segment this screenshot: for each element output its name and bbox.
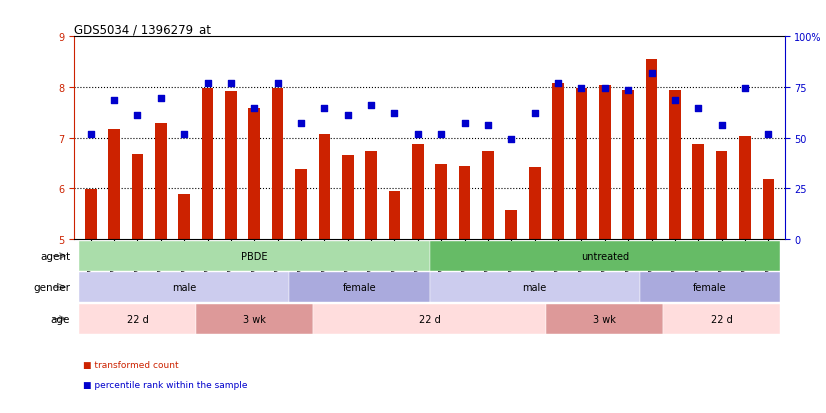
Bar	[295, 170, 306, 240]
Bar	[599, 86, 610, 240]
Bar	[272, 89, 283, 240]
Point	[271, 81, 284, 87]
Point	[388, 111, 401, 117]
Bar	[716, 152, 728, 240]
Bar	[622, 90, 634, 240]
Point	[715, 122, 729, 129]
Bar	[196, 304, 313, 334]
Bar	[553, 84, 564, 240]
Bar	[430, 241, 780, 271]
Text: 22 d: 22 d	[710, 314, 733, 324]
Point	[364, 102, 377, 109]
Bar	[79, 241, 430, 271]
Point	[107, 97, 121, 104]
Bar	[85, 190, 97, 240]
Bar	[692, 145, 704, 240]
Bar	[576, 89, 587, 240]
Point	[482, 122, 495, 129]
Text: untreated: untreated	[581, 251, 629, 261]
Point	[154, 95, 168, 102]
Text: 22 d: 22 d	[419, 314, 440, 324]
Point	[341, 112, 354, 119]
Point	[528, 111, 541, 117]
Point	[411, 131, 425, 138]
Bar	[546, 304, 663, 334]
Bar	[313, 304, 546, 334]
Bar	[663, 304, 780, 334]
Point	[434, 131, 448, 138]
Bar	[319, 134, 330, 240]
Bar	[506, 210, 517, 240]
Point	[621, 87, 634, 94]
Text: gender: gender	[33, 282, 70, 292]
Text: female: female	[693, 282, 727, 292]
Bar	[108, 129, 120, 240]
Bar	[342, 156, 354, 240]
Text: PBDE: PBDE	[241, 251, 268, 261]
Point	[505, 136, 518, 142]
Text: age: age	[51, 314, 70, 324]
Text: male: male	[172, 282, 197, 292]
Bar	[155, 124, 167, 240]
Text: 3 wk: 3 wk	[243, 314, 266, 324]
Point	[738, 85, 752, 92]
Point	[691, 106, 705, 112]
Bar	[249, 109, 260, 240]
Bar	[365, 152, 377, 240]
Bar	[178, 195, 190, 240]
Point	[225, 81, 238, 87]
Point	[178, 131, 191, 138]
Bar	[646, 60, 657, 240]
Point	[552, 81, 565, 87]
Point	[458, 121, 471, 128]
Bar	[669, 90, 681, 240]
Text: ■ percentile rank within the sample: ■ percentile rank within the sample	[83, 380, 247, 389]
Bar	[640, 273, 780, 302]
Bar	[79, 304, 196, 334]
Text: agent: agent	[40, 251, 70, 261]
Point	[762, 131, 775, 138]
Text: 3 wk: 3 wk	[593, 314, 616, 324]
Bar	[529, 167, 540, 240]
Bar	[79, 273, 289, 302]
Bar	[202, 89, 213, 240]
Bar	[458, 166, 471, 240]
Point	[318, 106, 331, 112]
Bar	[412, 145, 424, 240]
Bar	[289, 273, 430, 302]
Point	[598, 85, 611, 92]
Bar	[131, 154, 143, 240]
Text: male: male	[523, 282, 547, 292]
Text: female: female	[343, 282, 376, 292]
Bar	[435, 165, 447, 240]
Point	[248, 106, 261, 112]
Point	[201, 81, 214, 87]
Bar	[430, 273, 640, 302]
Bar	[739, 137, 751, 240]
Text: ■ transformed count: ■ transformed count	[83, 360, 178, 369]
Bar	[762, 180, 774, 240]
Point	[84, 131, 97, 138]
Bar	[225, 92, 237, 240]
Point	[668, 97, 681, 104]
Bar	[482, 152, 494, 240]
Text: 22 d: 22 d	[126, 314, 149, 324]
Point	[645, 70, 658, 77]
Point	[294, 121, 307, 128]
Point	[575, 85, 588, 92]
Point	[131, 112, 144, 119]
Text: GDS5034 / 1396279_at: GDS5034 / 1396279_at	[74, 23, 211, 36]
Bar	[388, 192, 401, 240]
